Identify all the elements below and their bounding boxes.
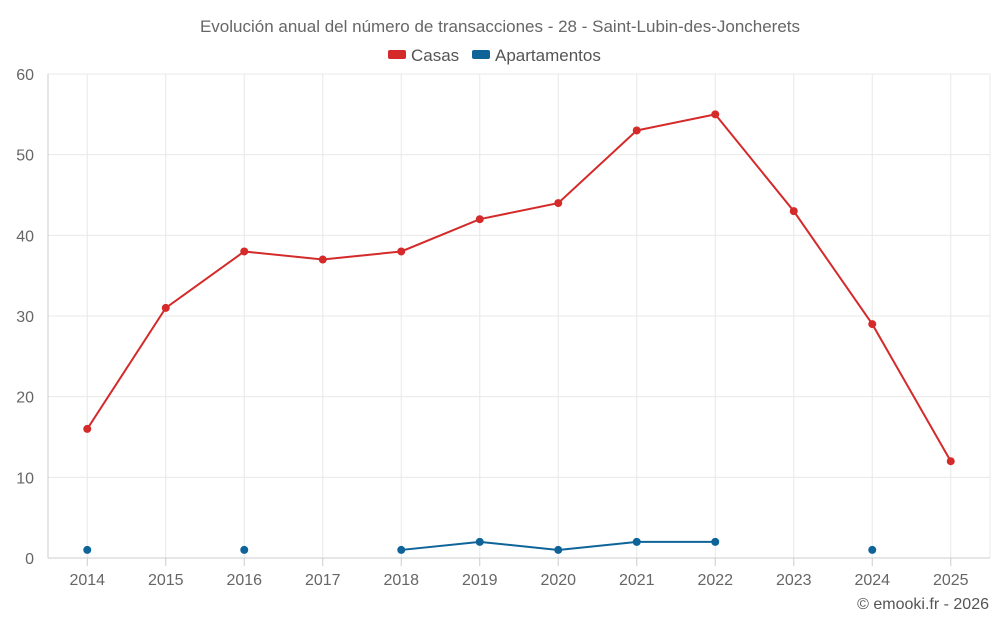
- legend-swatch: [472, 50, 490, 59]
- x-tick-label: 2018: [383, 572, 419, 589]
- x-tick-label: 2015: [148, 572, 184, 589]
- data-point-casas[interactable]: [161, 303, 170, 312]
- data-point-casas[interactable]: [475, 215, 484, 224]
- data-point-casas[interactable]: [946, 457, 955, 466]
- series-line-casas: [86, 113, 952, 462]
- legend-swatch: [388, 50, 406, 59]
- x-tick-label: 2020: [540, 572, 576, 589]
- data-point-apartamentos[interactable]: [711, 537, 720, 546]
- series-apartamentos: [83, 537, 877, 554]
- data-point-apartamentos[interactable]: [868, 545, 877, 554]
- y-tick-label: 60: [16, 67, 34, 84]
- legend-label: Apartamentos: [495, 46, 601, 65]
- x-tick-label: 2022: [697, 572, 733, 589]
- series-casas: [83, 110, 955, 466]
- y-tick-label: 10: [16, 470, 34, 487]
- data-point-apartamentos[interactable]: [475, 537, 484, 546]
- axes: 0 10 20 30 40 50 60 2014 2015 2016 2017 2018 2019 202…: [16, 67, 991, 589]
- legend-item-casas[interactable]: Casas: [388, 46, 459, 65]
- grid: [48, 73, 990, 558]
- x-tick-label: 2016: [226, 572, 262, 589]
- data-point-casas[interactable]: [868, 320, 877, 329]
- x-tick-label: 2017: [305, 572, 341, 589]
- x-tick-label: 2014: [69, 572, 105, 589]
- y-tick-label: 20: [16, 390, 34, 407]
- data-point-apartamentos[interactable]: [554, 545, 563, 554]
- y-tick-label: 30: [16, 309, 34, 326]
- data-point-casas[interactable]: [554, 199, 563, 208]
- data-point-apartamentos[interactable]: [397, 545, 406, 554]
- x-tick-label: 2023: [776, 572, 812, 589]
- data-point-apartamentos[interactable]: [83, 545, 92, 554]
- x-tick-label: 2019: [462, 572, 498, 589]
- y-tick-label: 50: [16, 148, 34, 165]
- y-tick-label: 40: [16, 228, 34, 245]
- x-tick-label: 2021: [619, 572, 655, 589]
- data-point-apartamentos[interactable]: [240, 545, 249, 554]
- x-tick-label: 2024: [854, 572, 890, 589]
- x-tick-label: 2025: [933, 572, 969, 589]
- chart-title: Evolución anual del número de transaccio…: [200, 17, 800, 36]
- legend: Casas Apartamentos: [388, 46, 601, 65]
- data-point-casas[interactable]: [83, 424, 92, 433]
- y-tick-label: 0: [25, 551, 34, 568]
- credit-text: © emooki.fr - 2026: [857, 596, 989, 613]
- data-point-casas[interactable]: [240, 247, 249, 256]
- data-point-apartamentos[interactable]: [632, 537, 641, 546]
- data-point-casas[interactable]: [318, 255, 327, 264]
- data-point-casas[interactable]: [632, 126, 641, 135]
- series-group: [83, 110, 955, 554]
- data-point-casas[interactable]: [397, 247, 406, 256]
- legend-item-apartamentos[interactable]: Apartamentos: [472, 46, 601, 65]
- data-point-casas[interactable]: [789, 207, 798, 216]
- data-point-casas[interactable]: [711, 110, 720, 119]
- legend-label: Casas: [411, 46, 459, 65]
